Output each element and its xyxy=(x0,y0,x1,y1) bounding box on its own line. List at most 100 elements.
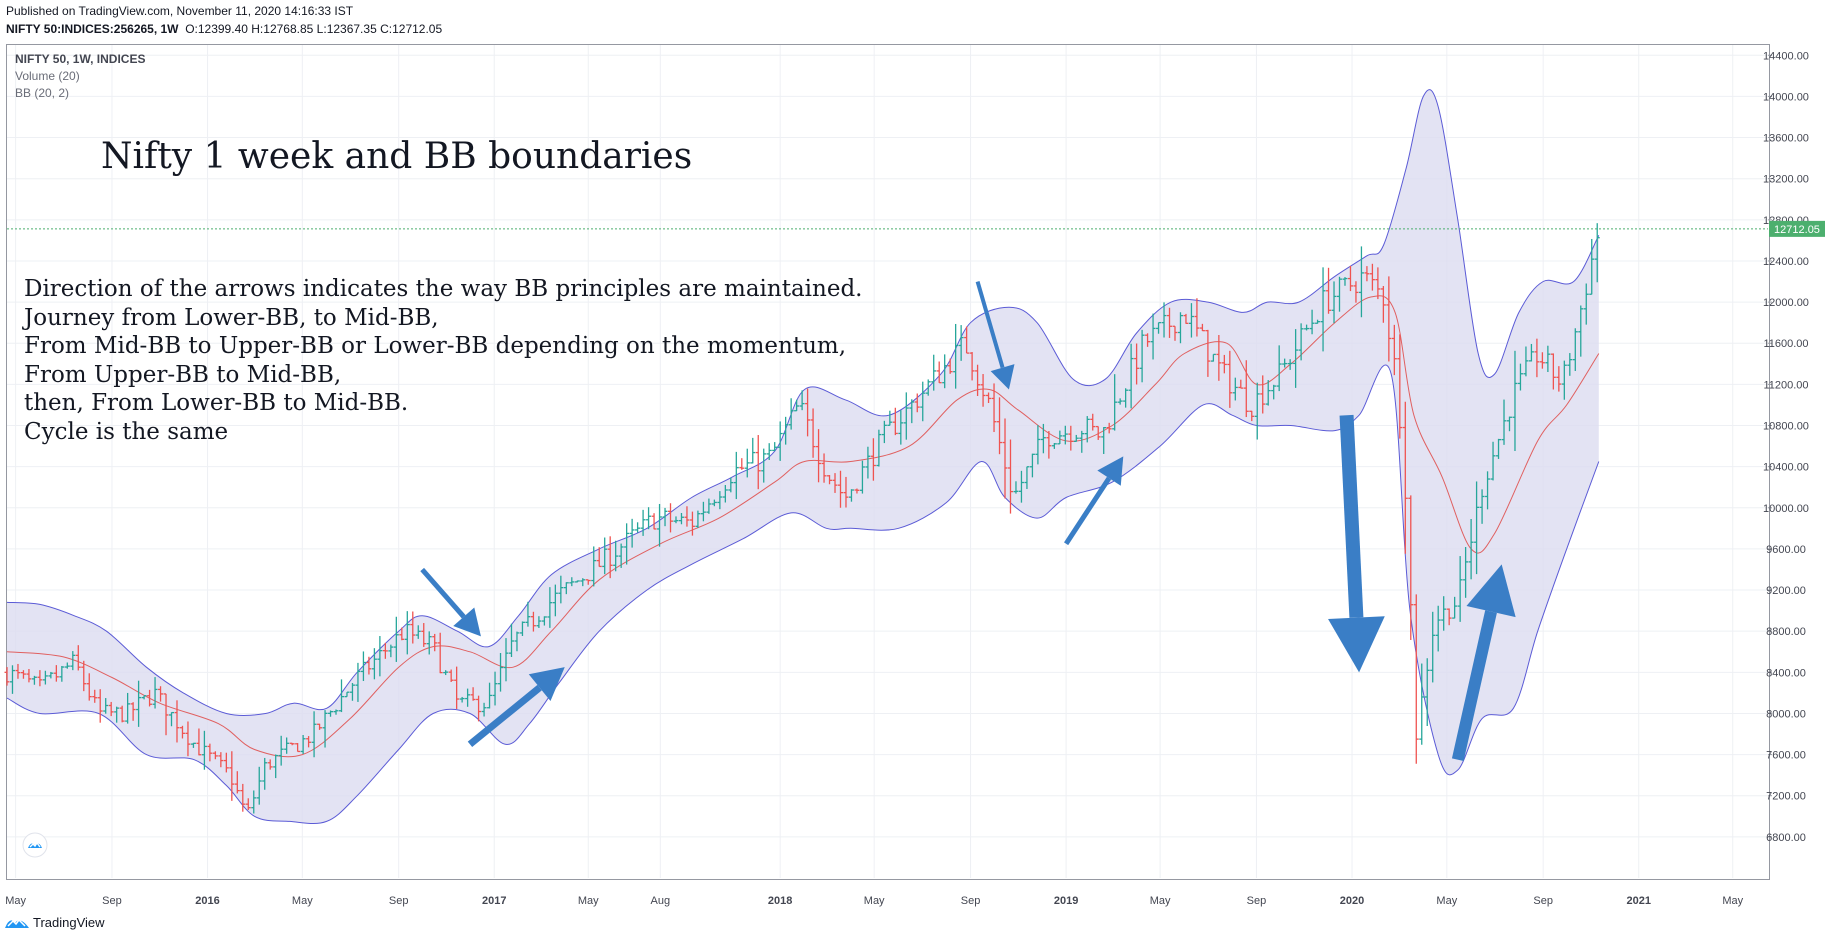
ohlc-bar xyxy=(1578,305,1584,357)
note-line: Direction of the arrows indicates the wa… xyxy=(24,276,863,302)
arrow-shaft xyxy=(1451,610,1497,762)
bollinger-bands xyxy=(6,89,1600,825)
x-tick-label: May xyxy=(1150,895,1171,907)
arrow-annotation[interactable] xyxy=(975,280,1015,390)
ohlc-bar xyxy=(1441,596,1447,631)
arrow-annotation[interactable] xyxy=(1451,564,1516,762)
ohlc-bar xyxy=(925,379,931,396)
ohlc-bar xyxy=(832,473,838,493)
ohlc-bar xyxy=(492,671,498,706)
arrow-head xyxy=(528,667,565,701)
y-tick-label: 11200.00 xyxy=(1763,379,1808,391)
close-label: C: xyxy=(380,22,393,36)
ohlc-bar xyxy=(1084,416,1090,443)
annotation-arrows[interactable] xyxy=(420,280,1516,762)
ohlc-bar xyxy=(360,651,366,681)
ohlc-bar xyxy=(541,616,547,626)
ohlc-bar xyxy=(278,735,284,766)
legend-bb[interactable]: BB (20, 2) xyxy=(15,86,70,100)
open-value: 12399.40 xyxy=(197,22,248,36)
y-tick-label: 10000.00 xyxy=(1763,503,1809,515)
ohlc-bar xyxy=(20,670,26,679)
ohlc-bar xyxy=(125,692,131,724)
price-axis[interactable]: 6800.00 7200.00 7600.00 8000.00 8400.00 8800.… xyxy=(7,50,1825,844)
ohlc-bar xyxy=(1221,354,1227,374)
ohlc-bar xyxy=(777,421,783,461)
ohlc-bar xyxy=(1353,281,1359,303)
ohlc-bar xyxy=(196,728,202,756)
ohlc-bar xyxy=(673,516,679,524)
y-tick-label: 12400.00 xyxy=(1763,256,1809,268)
ohlc-bar xyxy=(344,691,350,698)
ohlc-bar xyxy=(53,665,59,682)
ohlc-bar xyxy=(267,759,273,770)
ohlc-bar xyxy=(596,547,602,568)
ohlc-bar xyxy=(870,438,876,481)
ohlc-bar xyxy=(1539,352,1545,369)
ohlc-header: NIFTY 50:INDICES:256265, 1W O:12399.40 H… xyxy=(6,22,442,36)
ohlc-bar xyxy=(26,669,32,683)
time-axis[interactable]: May Sep 2016 May Sep 2017 May Aug 2018 May Sep 2019… xyxy=(5,895,1743,907)
ohlc-bar xyxy=(1227,350,1233,408)
ohlc-bar xyxy=(859,460,865,494)
ohlc-bar xyxy=(1463,547,1469,598)
ohlc-bar xyxy=(563,582,569,595)
ohlc-bar xyxy=(689,511,695,536)
ohlc-bar xyxy=(92,689,98,703)
ohlc-bar xyxy=(234,771,240,794)
ohlc-bar xyxy=(81,660,87,692)
ohlc-bar xyxy=(1545,345,1551,373)
ohlc-bar xyxy=(1254,382,1260,440)
footer-brand[interactable]: TradingView xyxy=(4,914,105,930)
tradingview-badge-icon[interactable] xyxy=(22,832,48,858)
ohlc-bar xyxy=(887,410,893,426)
ohlc-bar xyxy=(1326,267,1332,314)
ohlc-bar xyxy=(1298,323,1304,361)
ohlc-bar xyxy=(223,752,229,773)
ohlc-bar xyxy=(602,537,608,575)
note-line: Cycle is the same xyxy=(24,418,229,445)
ohlc-bar xyxy=(1057,430,1063,445)
arrow-annotation[interactable] xyxy=(1064,456,1124,546)
legend-volume[interactable]: Volume (20) xyxy=(15,69,80,83)
ohlc-bar xyxy=(569,577,575,587)
x-tick-label: May xyxy=(292,895,313,907)
ohlc-bar xyxy=(152,677,158,709)
y-tick-label: 8000.00 xyxy=(1766,708,1806,720)
note-annotation[interactable]: Direction of the arrows indicates the wa… xyxy=(24,275,862,446)
legend-symbol[interactable]: NIFTY 50, 1W, INDICES xyxy=(15,52,146,66)
arrow-annotation[interactable] xyxy=(467,667,565,748)
ohlc-bar xyxy=(306,736,312,748)
ohlc-bar xyxy=(936,361,942,384)
ohlc-bar xyxy=(1134,343,1140,385)
ohlc-bar xyxy=(1572,328,1578,371)
arrow-annotation[interactable] xyxy=(420,567,481,637)
ohlc-bar xyxy=(1517,363,1523,391)
ohlc-bar xyxy=(59,665,65,682)
ohlc-bar xyxy=(1528,343,1534,362)
ohlc-bar xyxy=(684,506,690,527)
chart-title-annotation[interactable]: Nifty 1 week and BB boundaries xyxy=(101,136,693,177)
ohlc-bar xyxy=(1068,425,1074,451)
x-tick-label: Sep xyxy=(102,895,122,907)
chart-frame[interactable] xyxy=(6,44,1770,880)
ohlc-bar xyxy=(421,623,427,647)
arrow-annotation[interactable] xyxy=(1328,414,1385,673)
ohlc-bar xyxy=(371,648,377,680)
ohlc-bar xyxy=(1238,379,1244,389)
ohlc-bar xyxy=(377,636,383,677)
ohlc-bar xyxy=(585,579,591,585)
ohlc-bar xyxy=(1210,353,1216,362)
ohlc-bar xyxy=(1018,470,1024,503)
ohlc-bar xyxy=(15,663,21,679)
ohlc-bar xyxy=(1506,416,1512,432)
ohlc-bar xyxy=(1534,338,1540,378)
ohlc-bar xyxy=(755,435,761,490)
ohlc-bar xyxy=(1024,466,1030,489)
ohlc-bar xyxy=(300,734,306,755)
arrow-shaft xyxy=(420,567,466,619)
arrow-head xyxy=(1097,456,1124,486)
ohlc-bar xyxy=(695,510,701,529)
ohlc-bar xyxy=(1177,312,1183,344)
